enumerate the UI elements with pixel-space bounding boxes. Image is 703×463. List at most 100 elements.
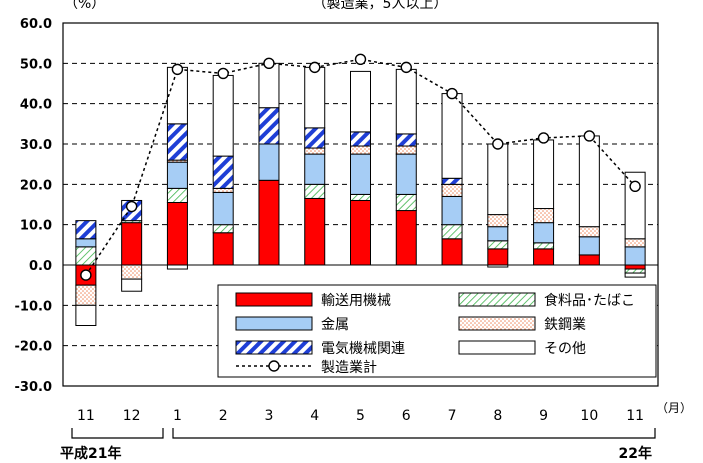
bar-segment [166,187,188,203]
x-tick-label: 1 [173,408,182,424]
bar-segment [75,284,97,306]
legend-swatch [458,292,536,307]
x-tick-label: 6 [402,408,411,424]
bar-segment [578,226,600,238]
bar-segment [487,143,509,216]
bar-segment [395,153,417,195]
legend-label: 製造業計 [321,360,377,376]
bar-segment [166,161,188,189]
total-line-point [354,53,367,65]
bar-segment [487,214,509,228]
total-line-point [171,63,184,76]
total-line-point [400,61,412,74]
bar-segment [258,143,280,181]
bar-segment [121,264,143,280]
x-tick-labels: 11 12 1 2 3 4 5 6 7 8 9 10 11 [77,408,644,424]
bar-segment [304,127,326,149]
bar-segment [258,62,280,109]
bar-segment [350,193,371,201]
bar-segment [533,222,555,244]
bar-segment [487,248,509,266]
bar-segment [258,107,280,145]
x-tick-label: 5 [356,408,365,424]
total-line-point [125,200,138,213]
total-line-point [492,138,504,150]
y-tick-label: 50.0 [20,57,52,72]
y-tick-label: -20.0 [15,340,52,355]
y-tick-label: 0.0 [29,259,52,274]
total-line-point [583,130,596,142]
bar-segment [395,145,417,155]
total-line-point [629,180,641,193]
year-labels: 平成21年 22年 [60,428,656,462]
legend-label: 輸送用機械 [321,293,391,309]
bar-segment [533,242,555,250]
x-tick-label: 3 [265,408,274,424]
bar-segment [304,183,326,199]
year-bracket-2010 [172,428,656,439]
bar-segment [395,193,417,212]
x-tick-label: 7 [448,408,457,424]
total-line-point [217,67,229,80]
bar-segment [441,183,463,197]
bar-segment [350,199,371,266]
bar-segment [624,264,646,270]
y-tick-label: -30.0 [15,380,52,395]
bar-segment [350,153,371,195]
legend-swatch [458,316,536,331]
bar-segment [350,145,371,155]
bar-segment [121,222,143,266]
bar-segment [166,201,188,266]
x-tick-label: 2 [219,408,228,424]
y-tick-label: 30.0 [20,138,52,153]
legend-swatch [235,316,313,331]
y-axis-label: （%） [64,0,105,12]
bar-segment [441,177,463,185]
chart-title: （製造業，5人以上） [313,0,448,12]
x-tick-label: 11 [626,408,644,424]
x-tick-label: 4 [310,408,319,424]
x-tick-label: 9 [539,408,548,424]
bar-segment [533,208,555,224]
bar-segment [395,133,417,147]
bar-segment [212,187,234,193]
y-tick-label: 40.0 [20,98,52,113]
bar-segment [487,264,509,268]
bar-segment [441,224,463,240]
x-tick-label: 10 [580,408,598,424]
legend-label: 電気機械関連 [321,341,405,357]
bar-segment [624,238,646,248]
bar-segment [441,195,463,226]
x-axis-unit: （月） [656,401,692,415]
bar-segment [350,131,371,147]
legend-swatch [235,292,313,307]
year-bracket-2009 [71,428,164,439]
bar-segment [75,304,97,327]
bar-segment [75,246,97,266]
bar-segment [624,246,646,266]
axes: -30.0 -20.0 -10.0 0.0 10.0 20.0 30.0 40.0 50.0 60… [15,17,659,395]
bar-segment [487,240,509,250]
bar-segment [304,197,326,266]
y-tick-label: 20.0 [20,178,52,193]
total-line-point [537,132,550,144]
legend-label: 鉄鋼業 [544,317,586,333]
y-tick-label: 10.0 [20,219,52,234]
bar-segment [304,66,326,129]
year-label: 22年 [619,445,652,462]
legend-label: 食料品･たばこ [544,292,635,309]
total-line-point [263,57,275,70]
legend-label: その他 [544,341,586,357]
x-tick-label: 12 [123,408,141,424]
bar-segment [75,220,97,240]
bar-segment [624,272,646,278]
bar-segment [578,236,600,256]
bar-segment [533,139,555,210]
total-line-point [446,87,458,100]
y-tick-label: -10.0 [15,299,52,314]
bar-segment [212,191,234,226]
total-line-point [80,269,92,281]
x-tick-label: 11 [77,408,95,424]
bar-segment [212,232,234,266]
